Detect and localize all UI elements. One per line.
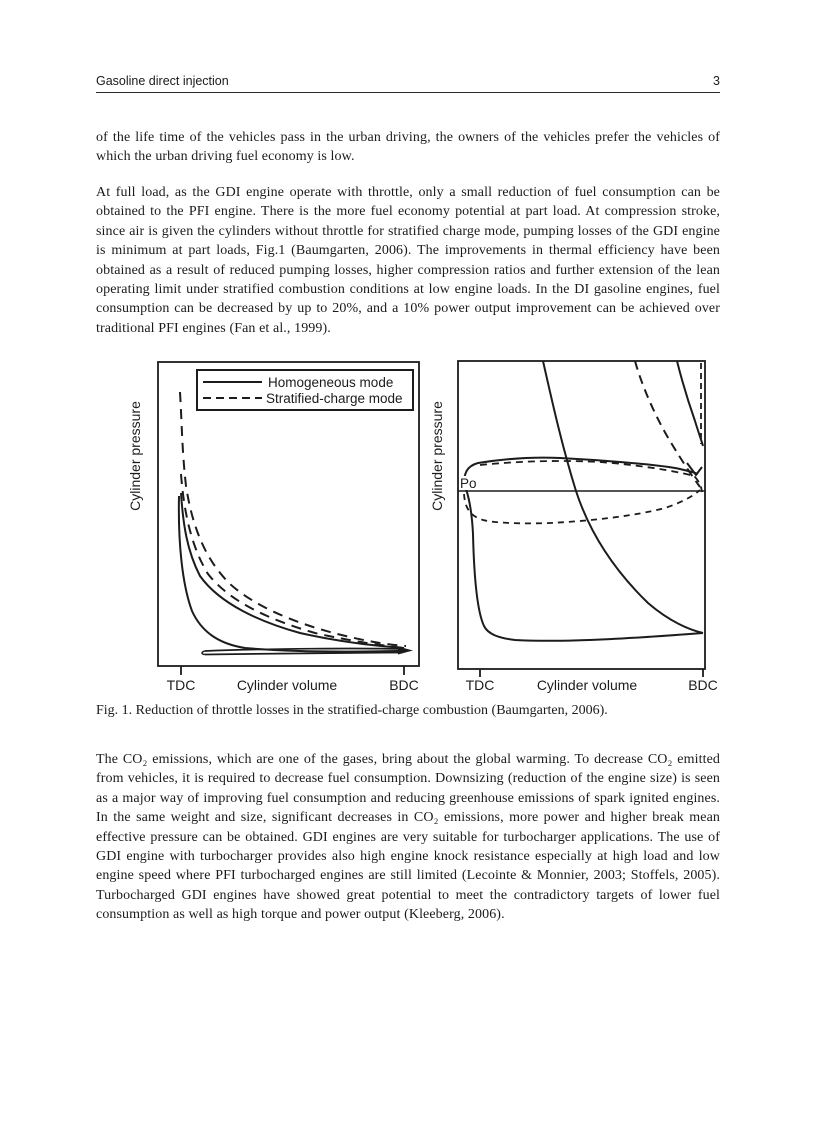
body-paragraph-2: At full load, as the GDI engine operate … [96,185,720,336]
dashed-intake-loop-below-po [463,489,701,525]
right-y-axis-label: Cylinder pressure [429,401,445,511]
right-pv-panel: Po Cylinder pressure TDC Cylinder volume… [429,360,718,693]
legend-box: Homogeneous mode Stratified-charge mode [196,369,414,411]
legend-frame [196,369,414,411]
solid-low-pressure-curve [465,488,704,642]
body-paragraph-3: The CO₂ emissions, which are one of the … [96,752,720,923]
solid-exhaust-loop-above-po [462,456,699,490]
pv-diagram-svg: Homogeneous mode Stratified-charge mode … [127,360,718,693]
left-y-axis-label: Cylinder pressure [127,401,143,511]
solid-compression-branch [676,360,704,447]
right-plot-frame [457,360,706,670]
running-head-title: Gasoline direct injection [96,74,229,88]
po-label: Po [460,476,477,491]
legend-label-stratified: Stratified-charge mode [266,391,403,406]
left-pv-panel: Homogeneous mode Stratified-charge mode … [127,361,420,693]
solid-expansion-branch [542,360,704,634]
left-tick-label-tdc: TDC [167,677,196,693]
page-header: Gasoline direct injection 3 [96,64,720,93]
stratified-expansion-curve [179,391,407,647]
dashed-compression-branch [634,360,701,488]
page-number: 3 [713,74,720,88]
right-x-axis-label: Cylinder volume [537,677,638,693]
right-tick-label-tdc: TDC [466,677,495,693]
figure-caption: Fig. 1. Reduction of throttle losses in … [96,703,608,718]
pumping-loop-left-hook [201,650,206,656]
pumping-loop-top-line [204,647,403,652]
legend-label-homogeneous: Homogeneous mode [268,375,393,390]
left-tick-label-bdc: BDC [389,677,419,693]
loop-end-arrow-notch [686,462,703,477]
stratified-compression-curve [180,473,406,649]
left-x-axis-label: Cylinder volume [237,677,338,693]
body-paragraph-1: of the life time of the vehicles pass in… [96,130,720,165]
pumping-loop-arrowhead [398,646,413,655]
figure-1: Homogeneous mode Stratified-charge mode … [90,356,740,702]
dashed-overlay-above-po [479,460,703,493]
homogeneous-expansion-curve [180,492,405,649]
pumping-loop-bottom-line [204,651,403,656]
left-plot-frame [157,361,420,667]
right-tick-label-bdc: BDC [688,677,718,693]
homogeneous-compression-curve [177,495,399,653]
po-label-background [459,476,482,490]
